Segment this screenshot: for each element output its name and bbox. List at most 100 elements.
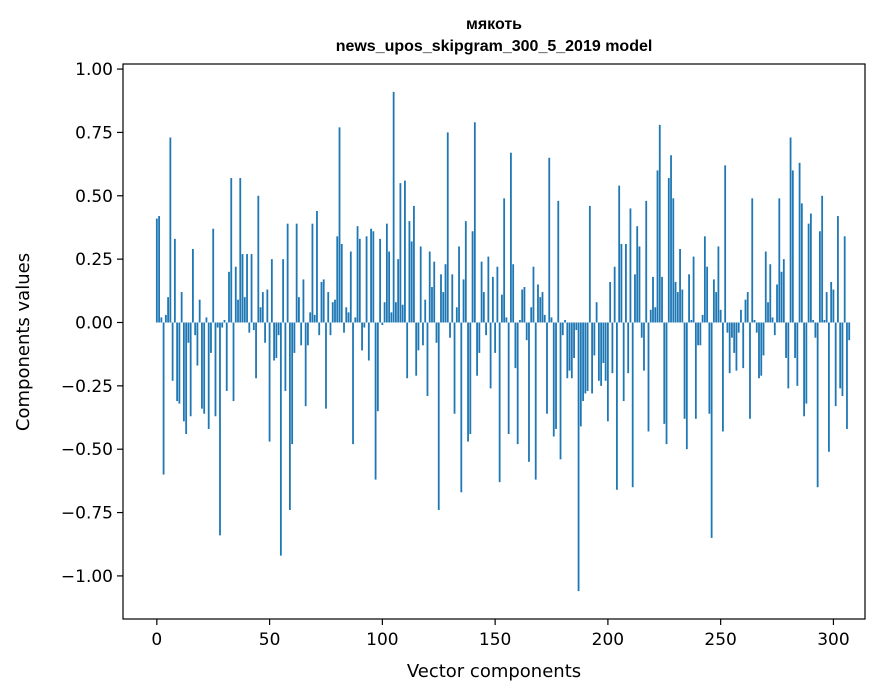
bar-227 <box>667 178 670 323</box>
bar-287 <box>803 322 805 417</box>
y-tick-label: 0.25 <box>75 250 113 270</box>
bar-33 <box>230 178 233 323</box>
bar-265 <box>753 319 756 323</box>
x-axis-ticks: 0 50 100 150 200 250 300 <box>151 619 850 650</box>
y-tick-label: −0.25 <box>61 377 113 397</box>
chart-subtitle: news_upos_skipgram_300_5_2019 model <box>336 38 653 55</box>
bar-67 <box>307 322 309 346</box>
bar-78 <box>331 302 334 323</box>
bar-186 <box>575 322 578 331</box>
bar-13 <box>185 322 188 434</box>
bar-261 <box>744 299 747 323</box>
bar-206 <box>620 243 623 323</box>
bar-130 <box>449 322 451 338</box>
x-tick-label: 100 <box>366 630 398 650</box>
bar-75 <box>325 322 327 409</box>
bar-202 <box>611 322 614 374</box>
bar-239 <box>694 322 697 419</box>
bar-213 <box>636 226 639 323</box>
bar-113 <box>410 241 413 323</box>
bar-303 <box>839 322 842 389</box>
bar-234 <box>683 322 686 419</box>
bar-4 <box>164 314 167 323</box>
bar-57 <box>284 322 287 391</box>
bar-199 <box>604 322 607 381</box>
bar-122 <box>431 287 433 323</box>
bar-275 <box>776 284 778 323</box>
bar-253 <box>726 322 729 333</box>
bar-189 <box>582 322 584 402</box>
bar-230 <box>674 281 677 323</box>
bar-240 <box>697 322 699 346</box>
bar-300 <box>832 289 835 323</box>
bar-42 <box>250 254 253 323</box>
bar-3 <box>162 322 165 475</box>
bar-23 <box>207 322 210 429</box>
bar-276 <box>778 198 781 323</box>
bar-203 <box>613 266 616 323</box>
bar-55 <box>279 322 282 556</box>
bar-289 <box>807 223 810 323</box>
bar-255 <box>731 322 733 338</box>
bar-270 <box>764 251 767 323</box>
bar-145 <box>482 292 485 323</box>
bar-207 <box>622 322 625 402</box>
bar-201 <box>609 281 612 323</box>
bar-293 <box>816 322 819 488</box>
bar-102 <box>385 223 388 323</box>
bar-257 <box>735 322 738 371</box>
y-axis-ticks: 1.00 0.75 0.50 0.25 0.00 −0.25 −0.50 −0.75 −1.00 <box>61 60 123 587</box>
bar-19 <box>198 299 201 323</box>
bar-179 <box>559 322 562 460</box>
bar-32 <box>228 271 230 323</box>
bar-168 <box>534 322 537 480</box>
bar-172 <box>543 314 546 323</box>
bar-285 <box>798 162 801 323</box>
bar-139 <box>469 322 472 434</box>
bar-209 <box>627 322 630 374</box>
bar-44 <box>255 322 257 379</box>
bar-187 <box>577 322 580 592</box>
bar-121 <box>428 251 431 323</box>
bar-220 <box>652 276 654 323</box>
bar-292 <box>814 322 817 338</box>
bar-251 <box>722 322 724 432</box>
bar-43 <box>252 322 255 331</box>
bar-244 <box>706 266 709 323</box>
bar-116 <box>417 322 420 351</box>
bar-267 <box>758 322 760 379</box>
bar-156 <box>507 322 510 434</box>
bar-307 <box>848 322 851 341</box>
bar-248 <box>715 292 718 323</box>
bar-163 <box>523 287 526 323</box>
bar-177 <box>555 322 557 429</box>
bar-173 <box>546 322 548 414</box>
bar-28 <box>219 322 221 536</box>
bar-20 <box>201 322 203 409</box>
bar-107 <box>397 259 400 323</box>
y-tick-label: 0.50 <box>75 187 113 207</box>
bar-134 <box>458 246 460 323</box>
bar-296 <box>823 319 826 323</box>
bar-89 <box>356 226 359 323</box>
bar-0 <box>155 218 158 323</box>
bar-160 <box>516 322 519 445</box>
bar-142 <box>476 322 478 376</box>
bar-136 <box>462 279 465 323</box>
bar-301 <box>834 322 837 407</box>
bar-54 <box>277 322 280 336</box>
bar-69 <box>311 223 314 323</box>
bar-125 <box>437 322 440 511</box>
bar-170 <box>539 297 542 323</box>
bar-118 <box>422 322 424 346</box>
bar-111 <box>406 322 409 379</box>
bar-174 <box>548 157 551 323</box>
bar-62 <box>295 223 298 323</box>
bar-286 <box>800 203 803 323</box>
plot-frame <box>122 63 866 620</box>
bar-141 <box>473 122 476 323</box>
bar-161 <box>519 319 521 323</box>
bar-264 <box>751 198 754 323</box>
bar-123 <box>433 261 436 323</box>
bar-70 <box>313 314 316 323</box>
